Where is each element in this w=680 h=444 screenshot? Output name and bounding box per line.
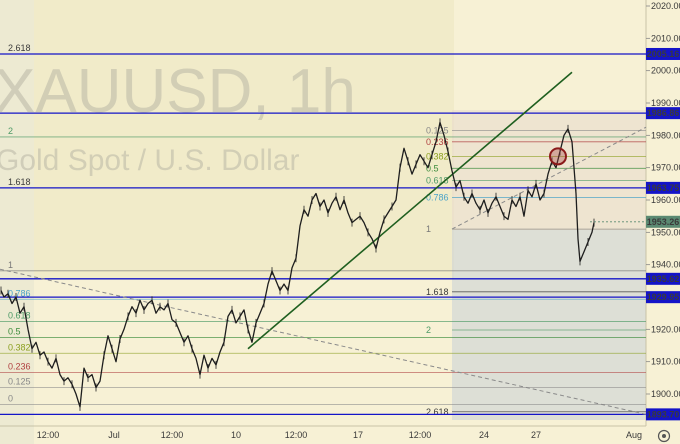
gear-icon[interactable] (657, 429, 671, 443)
current-price-tag (646, 215, 680, 228)
price-series (0, 118, 595, 411)
price-tick-label: 1940.00 (651, 260, 680, 270)
time-tick-label: 12:00 (37, 430, 60, 440)
trendlines (0, 71, 647, 415)
time-axis: 12:00 Jul 12:00 10 12:00 17 12:00 24 27 Aug (37, 430, 642, 440)
current-price-label: 1953.26 (647, 217, 680, 227)
fib-right-label: 1.618 (426, 287, 449, 297)
horizontal-levels (0, 53, 646, 416)
description-watermark: Gold Spot / U.S. Dollar (0, 144, 299, 177)
fib-left-label: 1 (8, 260, 13, 270)
fib-right-label: 0.618 (426, 176, 449, 186)
time-tick-label: 24 (479, 430, 489, 440)
price-tick-label: 1970.00 (651, 163, 680, 173)
time-tick-label: 12:00 (161, 430, 184, 440)
price-tick-label: 1950.00 (651, 227, 680, 237)
level-tag (646, 272, 680, 285)
time-tick-label: 17 (353, 430, 363, 440)
fib-right-label: 0.236 (426, 137, 449, 147)
price-tick-label: 1960.00 (651, 195, 680, 205)
fib-left-label: 0 (8, 393, 13, 403)
trendline-dashed-down (0, 268, 647, 415)
fib-left-label: 2.618 (8, 43, 31, 53)
time-tick-label: Aug (626, 430, 642, 440)
fib-right-label: 0.786 (426, 192, 449, 202)
time-tick-label: 27 (531, 430, 541, 440)
left-shaded-zone (34, 0, 454, 280)
time-tick-label: 10 (231, 430, 241, 440)
price-tick-label: 1990.00 (651, 98, 680, 108)
level-tag-label: 1935.62 (647, 274, 680, 284)
fib-left-label: 0.125 (8, 377, 31, 387)
fib-right-label: 1 (426, 224, 431, 234)
level-tag-label: 1893.70 (647, 409, 680, 419)
fib-right-label: 2.618 (426, 407, 449, 417)
price-tick-label: 2020.00 (651, 1, 680, 11)
level-tag (646, 408, 680, 421)
level-tag-label: 1929.95 (647, 292, 680, 302)
price-tick-label: 1910.00 (651, 357, 680, 367)
level-tag (646, 47, 680, 60)
price-tick-label: 1980.00 (651, 130, 680, 140)
fib-right-label: 2 (426, 325, 431, 335)
price-tick-label: 2000.00 (651, 66, 680, 76)
fib-left-label: 0.786 (8, 288, 31, 298)
fib-right-label: 0.382 (426, 151, 449, 161)
fib-lower-zone (452, 230, 646, 420)
fib-left-label: 1.618 (8, 177, 31, 187)
fib-left-label: 0.236 (8, 362, 31, 372)
level-tag (646, 107, 680, 120)
highlight-circle (549, 147, 567, 166)
fib-left-label: 0.5 (8, 326, 21, 336)
fib-left-label: 0.618 (8, 311, 31, 321)
price-tick-label: 2010.00 (651, 33, 680, 43)
level-tag-label: 2005.16 (647, 49, 680, 59)
time-tick-label: 12:00 (285, 430, 308, 440)
circle-marker (549, 147, 567, 166)
fib-left-label: 0.382 (8, 342, 31, 352)
level-tag-label: 1963.75 (647, 183, 680, 193)
left-edge-zone (0, 0, 34, 444)
time-tick-label: 12:00 (409, 430, 432, 440)
time-tick-label: Jul (108, 430, 120, 440)
fib-right-label: 0.5 (426, 163, 439, 173)
symbol-watermark: XAUUSD, 1h (0, 57, 356, 126)
price-tick-label: 1900.00 (651, 389, 680, 399)
price-tick-label: 1920.00 (651, 324, 680, 334)
level-tag (646, 291, 680, 304)
trendline-dashed-up (451, 126, 647, 230)
level-tag-label: 1986.86 (647, 108, 680, 118)
level-tag (646, 181, 680, 194)
price-tags: 2005.16 1986.86 1963.75 1935.62 1929.95 1893.… (590, 47, 680, 421)
trendline-uptrend (247, 71, 573, 350)
fib-left-label: 2 (8, 126, 13, 136)
fib-right-label: 0.125 (426, 125, 449, 135)
price-path (0, 121, 595, 408)
